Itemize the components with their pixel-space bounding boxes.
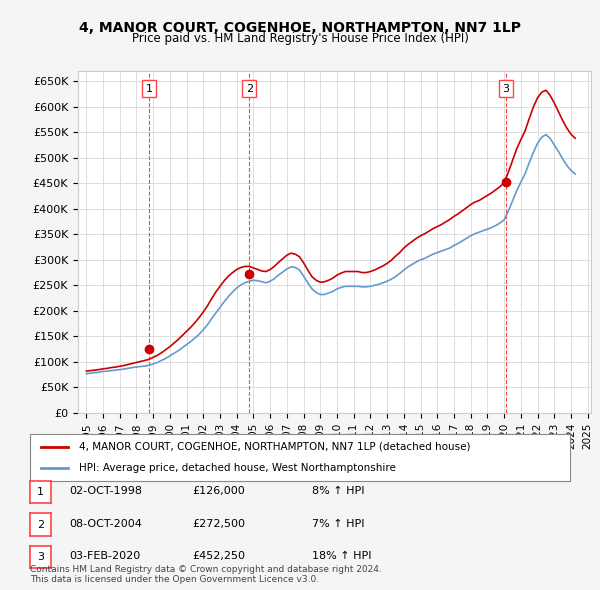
Text: 3: 3 [37, 552, 44, 562]
Text: 2: 2 [246, 84, 253, 94]
Text: £452,250: £452,250 [192, 552, 245, 561]
Text: 2: 2 [37, 520, 44, 529]
Text: 4, MANOR COURT, COGENHOE, NORTHAMPTON, NN7 1LP: 4, MANOR COURT, COGENHOE, NORTHAMPTON, N… [79, 21, 521, 35]
Text: 3: 3 [502, 84, 509, 94]
Text: 4, MANOR COURT, COGENHOE, NORTHAMPTON, NN7 1LP (detached house): 4, MANOR COURT, COGENHOE, NORTHAMPTON, N… [79, 442, 470, 452]
Text: 02-OCT-1998: 02-OCT-1998 [69, 487, 142, 496]
Text: 18% ↑ HPI: 18% ↑ HPI [312, 552, 371, 561]
Text: HPI: Average price, detached house, West Northamptonshire: HPI: Average price, detached house, West… [79, 463, 395, 473]
Text: 03-FEB-2020: 03-FEB-2020 [69, 552, 140, 561]
Text: 08-OCT-2004: 08-OCT-2004 [69, 519, 142, 529]
Text: 1: 1 [146, 84, 152, 94]
Text: Price paid vs. HM Land Registry's House Price Index (HPI): Price paid vs. HM Land Registry's House … [131, 32, 469, 45]
Text: 1: 1 [37, 487, 44, 497]
Text: £126,000: £126,000 [192, 487, 245, 496]
Text: £272,500: £272,500 [192, 519, 245, 529]
Text: 8% ↑ HPI: 8% ↑ HPI [312, 487, 365, 496]
Text: Contains HM Land Registry data © Crown copyright and database right 2024.
This d: Contains HM Land Registry data © Crown c… [30, 565, 382, 584]
Text: 7% ↑ HPI: 7% ↑ HPI [312, 519, 365, 529]
